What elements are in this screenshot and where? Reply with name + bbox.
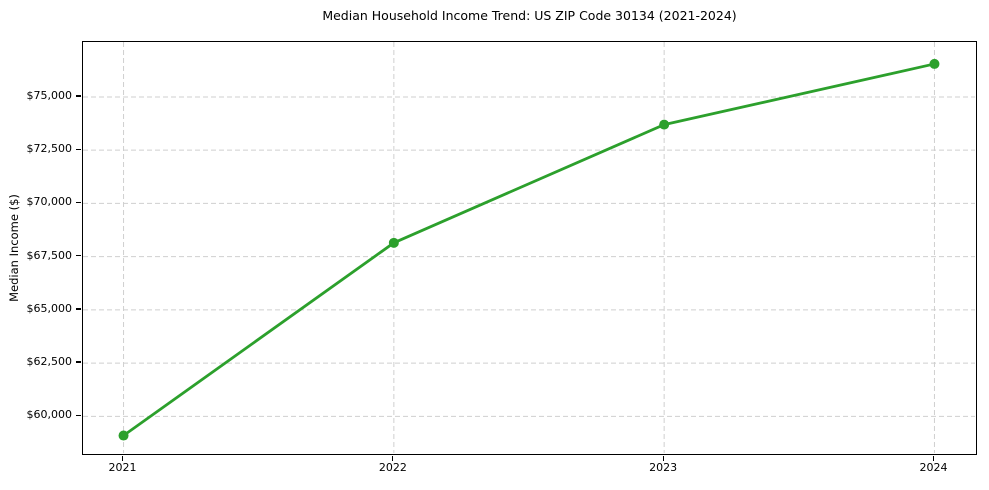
chart-title: Median Household Income Trend: US ZIP Co… [322, 8, 737, 23]
data-point-marker [659, 119, 670, 130]
y-tick-mark [76, 308, 81, 310]
y-tick-mark [76, 414, 81, 417]
line-chart-svg [83, 42, 975, 453]
x-tick-label: 2023 [649, 461, 678, 474]
x-tick-mark [121, 455, 124, 461]
x-tick-label: 2024 [919, 461, 948, 474]
data-point-marker [929, 58, 940, 69]
y-tick-mark [76, 255, 81, 257]
x-tick-mark [392, 455, 394, 461]
x-tick-mark [932, 455, 935, 461]
y-tick-label: $60,000 [26, 408, 73, 422]
y-tick-label: $72,500 [26, 142, 73, 156]
data-point-marker [388, 237, 399, 248]
y-tick-label: $62,500 [26, 355, 73, 369]
income-trend-line [122, 62, 936, 437]
y-tick-mark [76, 95, 81, 97]
x-tick-mark [662, 455, 664, 461]
y-tick-label: $67,500 [26, 248, 73, 262]
data-point-marker [118, 430, 129, 441]
y-tick-mark [76, 148, 81, 150]
x-tick-label: 2022 [378, 461, 407, 474]
y-tick-mark [76, 361, 81, 363]
y-tick-label: $70,000 [26, 195, 73, 209]
plot-area [82, 41, 977, 455]
y-tick-label: $65,000 [26, 301, 73, 315]
y-tick-label: $75,000 [26, 88, 73, 102]
y-tick-mark [76, 201, 81, 204]
x-tick-label: 2021 [108, 461, 137, 474]
